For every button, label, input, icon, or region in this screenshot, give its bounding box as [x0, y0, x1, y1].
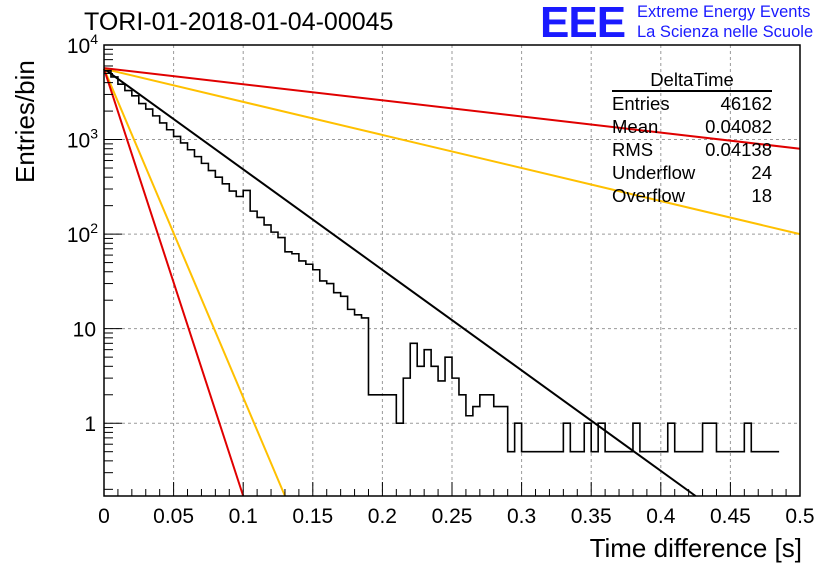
x-tick-label: 0.1	[229, 505, 258, 528]
stats-label: Underflow	[612, 162, 696, 183]
plot-title: TORI-01-2018-01-04-00045	[84, 8, 394, 36]
x-tick-label: 0.4	[646, 505, 676, 528]
stats-row-entries: Entries 46162	[612, 92, 772, 115]
y-tick-label: 103	[67, 126, 98, 153]
stats-row-underflow: Underflow 24	[612, 161, 772, 184]
y-tick-labels: 1 10 102 103 104	[67, 31, 98, 436]
x-tick-label: 0.2	[368, 505, 397, 528]
x-tick-label: 0.25	[432, 505, 473, 528]
stats-row-overflow: Overflow 18	[612, 184, 772, 207]
stats-value: 24	[751, 162, 772, 183]
x-tick-label: 0.05	[153, 505, 194, 528]
stats-box: DeltaTime Entries 46162 Mean 0.04082 RMS…	[612, 70, 782, 207]
stats-label: Overflow	[612, 185, 685, 206]
stats-label: Entries	[612, 93, 670, 114]
stats-value: 46162	[720, 93, 772, 114]
fit-curve	[103, 68, 245, 497]
stats-value: 18	[751, 185, 772, 206]
stats-label: Mean	[612, 116, 659, 137]
stats-row-mean: Mean 0.04082	[612, 115, 772, 138]
fit-curve	[103, 68, 697, 497]
fit-curves	[103, 67, 801, 497]
y-axis-label-text: Entries/bin	[10, 60, 40, 183]
x-axis-label: Time difference [s]	[589, 533, 802, 563]
histogram-outline	[104, 69, 780, 453]
x-tick-labels: 0 0.05 0.1 0.15 0.2 0.25 0.3 0.35 0.4 0.45 0.5	[98, 505, 814, 528]
stats-value: 0.04138	[705, 139, 772, 160]
y-tick-label: 10	[73, 319, 96, 342]
axis-ticks	[103, 44, 801, 496]
logo-line-2: La Scienza nelle Scuole	[637, 23, 814, 41]
eee-logo: EEE	[540, 0, 626, 47]
x-tick-label: 0.15	[292, 505, 333, 528]
stats-box-title: DeltaTime	[612, 70, 772, 92]
x-tick-label: 0.45	[710, 505, 751, 528]
y-tick-label: 102	[67, 220, 98, 247]
y-axis-label: Entries/bin	[8, 45, 40, 185]
fit-curve	[103, 68, 286, 497]
y-tick-label: 1	[84, 413, 96, 436]
y-tick-label: 104	[67, 31, 98, 58]
stats-value: 0.04082	[705, 116, 772, 137]
x-tick-label: 0	[98, 505, 110, 528]
histogram	[104, 69, 780, 453]
stats-row-rms: RMS 0.04138	[612, 138, 772, 161]
x-tick-label: 0.35	[571, 505, 612, 528]
x-tick-label: 0.5	[785, 505, 814, 528]
fit-curve	[103, 67, 801, 150]
fit-curve	[103, 67, 801, 236]
logo-line-1: Extreme Energy Events	[637, 3, 811, 21]
stats-label: RMS	[612, 139, 654, 160]
x-tick-label: 0.3	[507, 505, 536, 528]
